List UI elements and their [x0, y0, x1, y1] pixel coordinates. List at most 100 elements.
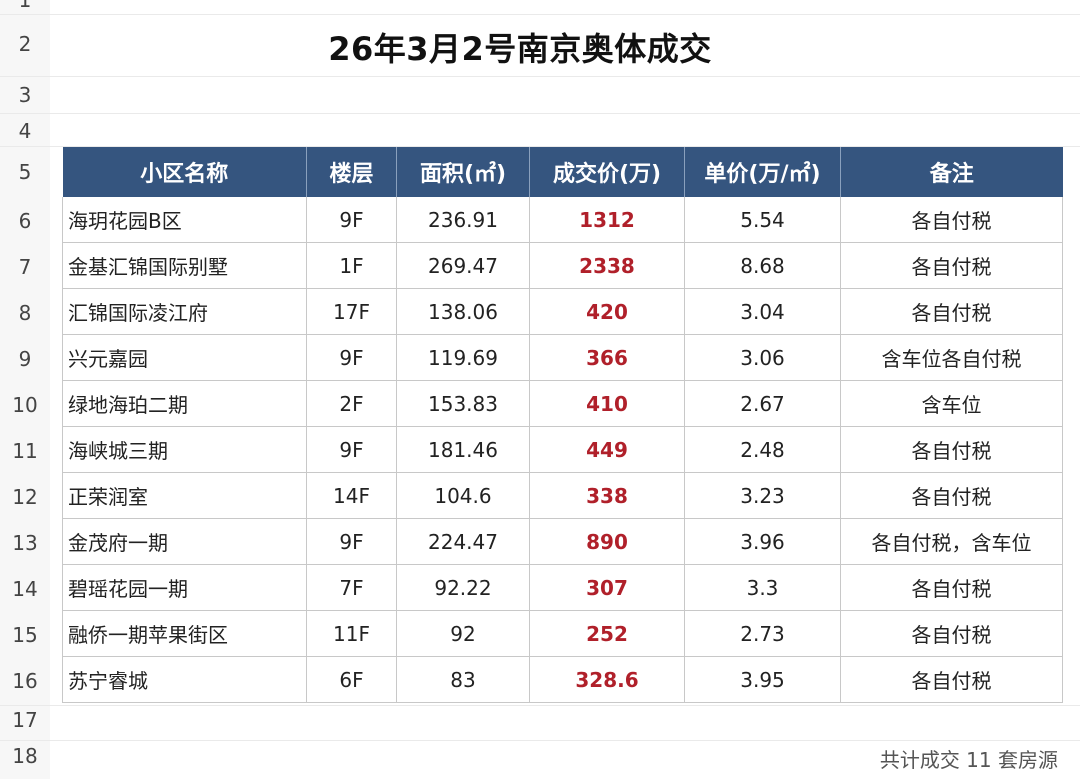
- cell-unit-price[interactable]: 3.95: [684, 656, 841, 703]
- cell-unit-price[interactable]: 5.54: [684, 197, 841, 243]
- row-number-18[interactable]: 18: [12, 744, 38, 768]
- cell-remarks[interactable]: 各自付税: [840, 288, 1063, 335]
- row-number-14[interactable]: 14: [12, 577, 38, 601]
- cell-floor[interactable]: 9F: [306, 197, 397, 243]
- cell-unit-price[interactable]: 3.23: [684, 472, 841, 519]
- cell-area[interactable]: 236.91: [396, 197, 530, 243]
- cell-area[interactable]: 83: [396, 656, 530, 703]
- cell-community-name[interactable]: 金基汇锦国际别墅: [62, 242, 307, 289]
- header-unit-price[interactable]: 单价(万/㎡): [684, 147, 841, 197]
- cell-remarks[interactable]: 各自付税，含车位: [840, 518, 1063, 565]
- row-number-10[interactable]: 10: [12, 393, 38, 417]
- cell-area[interactable]: 138.06: [396, 288, 530, 335]
- cell-community-name[interactable]: 苏宁睿城: [62, 656, 307, 703]
- cell-deal-price[interactable]: 1312: [529, 197, 685, 243]
- cell-floor[interactable]: 6F: [306, 656, 397, 703]
- cell-floor[interactable]: 7F: [306, 564, 397, 611]
- cell-unit-price[interactable]: 2.73: [684, 610, 841, 657]
- row-number-12[interactable]: 12: [12, 485, 38, 509]
- cell-area[interactable]: 153.83: [396, 380, 530, 427]
- row-number-11[interactable]: 11: [12, 439, 38, 463]
- cell-area[interactable]: 181.46: [396, 426, 530, 473]
- cell-floor[interactable]: 2F: [306, 380, 397, 427]
- cell-floor[interactable]: 1F: [306, 242, 397, 289]
- cell-unit-price[interactable]: 2.48: [684, 426, 841, 473]
- cell-unit-price[interactable]: 8.68: [684, 242, 841, 289]
- cell-remarks[interactable]: 各自付税: [840, 426, 1063, 473]
- cell-community-name[interactable]: 正荣润室: [62, 472, 307, 519]
- table-row: 金基汇锦国际别墅 1F 269.47 2338 8.68 各自付税: [62, 242, 1063, 289]
- cell-area[interactable]: 92.22: [396, 564, 530, 611]
- cell-floor[interactable]: 9F: [306, 426, 397, 473]
- cell-remarks[interactable]: 各自付税: [840, 610, 1063, 657]
- row-divider: [0, 113, 1080, 114]
- cell-unit-price[interactable]: 3.04: [684, 288, 841, 335]
- cell-unit-price[interactable]: 3.96: [684, 518, 841, 565]
- table-header-row: 小区名称 楼层 面积(㎡) 成交价(万) 单价(万/㎡) 备注: [62, 147, 1063, 197]
- cell-deal-price[interactable]: 410: [529, 380, 685, 427]
- row-number-2[interactable]: 2: [18, 32, 32, 56]
- cell-community-name[interactable]: 兴元嘉园: [62, 334, 307, 381]
- cell-deal-price[interactable]: 252: [529, 610, 685, 657]
- cell-community-name[interactable]: 汇锦国际凌江府: [62, 288, 307, 335]
- cell-unit-price[interactable]: 3.3: [684, 564, 841, 611]
- header-floor[interactable]: 楼层: [306, 147, 397, 197]
- header-deal-price[interactable]: 成交价(万): [529, 147, 685, 197]
- header-community-name[interactable]: 小区名称: [62, 147, 307, 197]
- cell-community-name[interactable]: 碧瑶花园一期: [62, 564, 307, 611]
- cell-deal-price[interactable]: 449: [529, 426, 685, 473]
- cell-area[interactable]: 119.69: [396, 334, 530, 381]
- cell-remarks[interactable]: 各自付税: [840, 472, 1063, 519]
- cell-unit-price[interactable]: 2.67: [684, 380, 841, 427]
- cell-deal-price[interactable]: 307: [529, 564, 685, 611]
- row-number-9[interactable]: 9: [18, 347, 32, 371]
- row-number-6[interactable]: 6: [18, 209, 32, 233]
- total-count-note[interactable]: 共计成交 11 套房源: [879, 748, 1058, 772]
- row-number-16[interactable]: 16: [12, 669, 38, 693]
- cell-community-name[interactable]: 绿地海珀二期: [62, 380, 307, 427]
- cell-remarks[interactable]: 各自付税: [840, 564, 1063, 611]
- header-remarks[interactable]: 备注: [840, 147, 1063, 197]
- row-number-1[interactable]: 1: [18, 0, 32, 12]
- row-number-17[interactable]: 17: [12, 708, 38, 732]
- row-divider: [0, 76, 1080, 77]
- cell-community-name[interactable]: 金茂府一期: [62, 518, 307, 565]
- cell-community-name[interactable]: 海峡城三期: [62, 426, 307, 473]
- row-number-7[interactable]: 7: [18, 255, 32, 279]
- table-row: 碧瑶花园一期 7F 92.22 307 3.3 各自付税: [62, 564, 1063, 611]
- cell-deal-price[interactable]: 366: [529, 334, 685, 381]
- cell-area[interactable]: 224.47: [396, 518, 530, 565]
- row-number-4[interactable]: 4: [18, 119, 32, 143]
- row-number-8[interactable]: 8: [18, 301, 32, 325]
- row-number-13[interactable]: 13: [12, 531, 38, 555]
- cell-floor[interactable]: 9F: [306, 518, 397, 565]
- table-row: 融侨一期苹果街区 11F 92 252 2.73 各自付税: [62, 610, 1063, 657]
- row-number-3[interactable]: 3: [18, 83, 32, 107]
- cell-deal-price[interactable]: 338: [529, 472, 685, 519]
- cell-deal-price[interactable]: 2338: [529, 242, 685, 289]
- cell-floor[interactable]: 14F: [306, 472, 397, 519]
- cell-community-name[interactable]: 融侨一期苹果街区: [62, 610, 307, 657]
- cell-unit-price[interactable]: 3.06: [684, 334, 841, 381]
- row-divider: [0, 705, 1080, 706]
- cell-area[interactable]: 269.47: [396, 242, 530, 289]
- cell-remarks[interactable]: 各自付税: [840, 656, 1063, 703]
- cell-deal-price[interactable]: 890: [529, 518, 685, 565]
- cell-floor[interactable]: 11F: [306, 610, 397, 657]
- header-area[interactable]: 面积(㎡): [396, 147, 530, 197]
- cell-area[interactable]: 104.6: [396, 472, 530, 519]
- cell-deal-price[interactable]: 420: [529, 288, 685, 335]
- cell-community-name[interactable]: 海玥花园B区: [62, 197, 307, 243]
- cell-remarks[interactable]: 各自付税: [840, 242, 1063, 289]
- cell-remarks[interactable]: 含车位: [840, 380, 1063, 427]
- cell-deal-price[interactable]: 328.6: [529, 656, 685, 703]
- row-number-15[interactable]: 15: [12, 623, 38, 647]
- cell-remarks[interactable]: 各自付税: [840, 197, 1063, 243]
- cell-floor[interactable]: 17F: [306, 288, 397, 335]
- cell-floor[interactable]: 9F: [306, 334, 397, 381]
- row-number-5[interactable]: 5: [18, 160, 32, 184]
- sheet-title[interactable]: 26年3月2号南京奥体成交: [328, 30, 712, 68]
- cell-area[interactable]: 92: [396, 610, 530, 657]
- cell-remarks[interactable]: 含车位各自付税: [840, 334, 1063, 381]
- table-row: 绿地海珀二期 2F 153.83 410 2.67 含车位: [62, 380, 1063, 427]
